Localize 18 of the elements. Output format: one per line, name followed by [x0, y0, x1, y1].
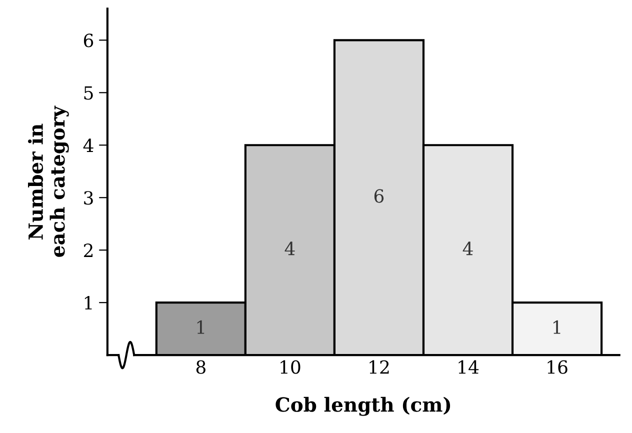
- data-label: 4: [284, 242, 295, 256]
- x-axis-title: Cob length (cm): [276, 396, 450, 416]
- y-axis-title: Number in each category: [28, 106, 69, 257]
- data-label: 6: [374, 189, 384, 203]
- y-tick-label: 6: [84, 34, 94, 48]
- y-tick-label: 2: [84, 244, 92, 257]
- data-label: 1: [554, 320, 560, 334]
- x-tick-label: 8: [196, 360, 206, 374]
- x-tick-label: 10: [280, 360, 300, 374]
- y-tick-label: 4: [83, 138, 94, 152]
- x-tick-label: 16: [548, 360, 568, 374]
- y-tick-label: 3: [84, 191, 93, 205]
- x-tick-label: 14: [458, 360, 479, 374]
- y-tick-label: 1: [84, 296, 92, 310]
- y-tick-label: 5: [84, 86, 93, 100]
- data-label: 1: [197, 320, 204, 334]
- x-tick-label: 12: [370, 360, 389, 374]
- data-label: 4: [462, 242, 473, 256]
